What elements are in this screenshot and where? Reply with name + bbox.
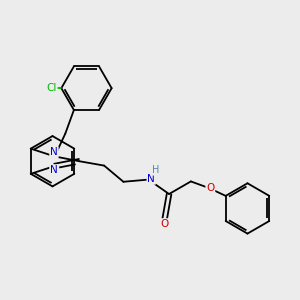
Text: H: H (152, 165, 160, 175)
Text: N: N (50, 147, 58, 157)
Text: O: O (160, 219, 169, 229)
Text: Cl: Cl (46, 83, 57, 93)
Text: N: N (50, 165, 58, 175)
Text: O: O (206, 183, 214, 193)
Text: N: N (147, 174, 155, 184)
